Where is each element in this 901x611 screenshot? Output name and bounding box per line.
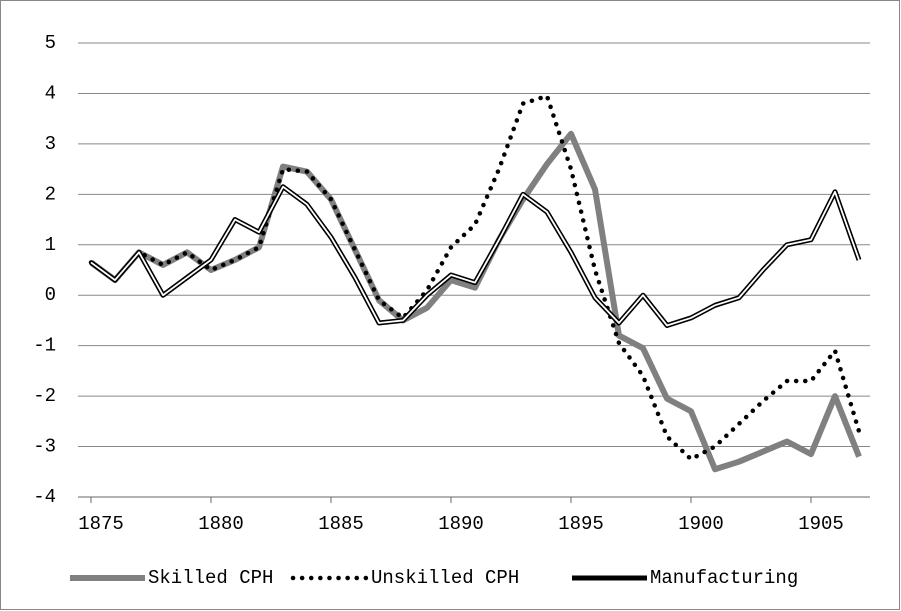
y-tick-label: -3 bbox=[33, 436, 56, 458]
legend-label: Unskilled CPH bbox=[371, 567, 519, 589]
x-tick-label: 1890 bbox=[438, 513, 484, 535]
x-tick-label: 1895 bbox=[558, 513, 604, 535]
y-tick-label: -2 bbox=[33, 385, 56, 407]
x-tick-label: 1875 bbox=[78, 513, 124, 535]
legend-label: Manufacturing bbox=[650, 567, 798, 589]
y-tick-label: 5 bbox=[45, 32, 56, 54]
y-tick-label: 1 bbox=[45, 234, 56, 256]
series-line-inner bbox=[90, 185, 860, 327]
x-tick-label: 1900 bbox=[678, 513, 724, 535]
x-tick-label: 1880 bbox=[198, 513, 244, 535]
y-tick-label: -4 bbox=[33, 486, 56, 508]
y-tick-label: 2 bbox=[45, 183, 56, 205]
y-tick-label: 3 bbox=[45, 133, 56, 155]
legend-label: Skilled CPH bbox=[148, 567, 273, 589]
y-tick-label: -1 bbox=[33, 335, 56, 357]
y-tick-label: 0 bbox=[45, 284, 56, 306]
x-tick-label: 1885 bbox=[318, 513, 364, 535]
series-line bbox=[89, 130, 862, 473]
y-tick-label: 4 bbox=[45, 82, 56, 104]
x-tick-label: 1905 bbox=[798, 513, 844, 535]
